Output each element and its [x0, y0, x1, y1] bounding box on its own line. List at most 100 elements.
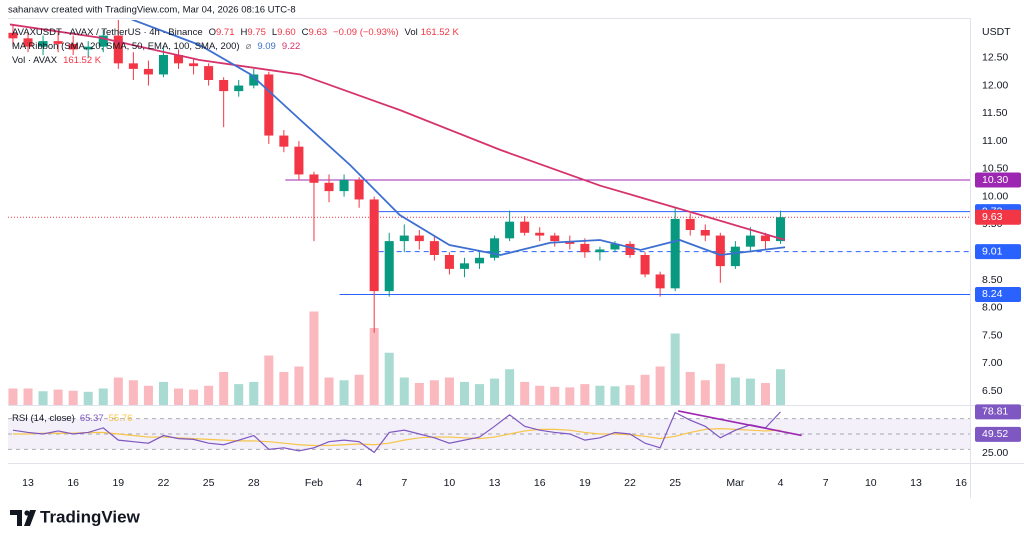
candle-body	[8, 32, 18, 39]
candle-body	[760, 235, 770, 242]
y-tick-label: 7.50	[982, 329, 1003, 341]
volume-bar	[234, 384, 244, 405]
candle-body	[745, 235, 755, 247]
candle-body	[309, 174, 319, 183]
y-tick-label: 6.50	[982, 385, 1003, 397]
y-tick-label: 7.00	[982, 357, 1003, 369]
price-label-box	[975, 172, 1021, 188]
candle-body	[369, 199, 379, 292]
volume-bar	[158, 381, 168, 405]
axis-unit: USDT	[982, 26, 1011, 38]
candle-body	[83, 46, 93, 50]
volume-bar	[249, 381, 259, 405]
rsi-legend: RSI (14, close) 65.37 55.76	[12, 413, 132, 424]
volume-bar	[294, 366, 304, 405]
brand: TradingView	[40, 507, 141, 526]
volume-bar	[369, 328, 379, 405]
candle-body	[550, 235, 560, 242]
x-tick-label: 22	[158, 477, 170, 489]
volume-bar	[324, 377, 334, 405]
y-tick-label: 12.50	[982, 52, 1008, 64]
x-tick-label: 4	[356, 477, 362, 489]
x-tick-label: Feb	[305, 477, 323, 489]
logo-icon	[10, 510, 36, 526]
volume-bar	[776, 369, 786, 405]
candle-body	[249, 74, 259, 86]
legend-item: 9.09	[257, 41, 276, 52]
volume-bar	[414, 383, 424, 405]
x-tick-label: 28	[248, 477, 260, 489]
x-tick-label: 25	[203, 477, 215, 489]
candle-body	[294, 146, 304, 175]
candle-body	[354, 180, 364, 200]
legend-line: MA Ribbon (SMA, 20, SMA, 50, EMA, 100, S…	[12, 41, 300, 52]
y-tick-label: 10.00	[982, 190, 1008, 202]
price-label-box	[975, 209, 1021, 225]
y-tick-label: 11.50	[982, 107, 1008, 119]
candle-body	[610, 243, 620, 250]
volume-bar	[520, 381, 530, 405]
candle-body	[189, 63, 199, 67]
x-tick-label: 16	[534, 477, 546, 489]
volume-bar	[490, 378, 500, 405]
candle-body	[384, 241, 394, 292]
candle-body	[595, 249, 605, 253]
volume-bar	[444, 377, 454, 405]
price-label: 10.30	[982, 174, 1008, 186]
x-tick-label: 13	[489, 477, 501, 489]
candle-body	[444, 255, 454, 269]
y-tick-label: 25.00	[982, 447, 1008, 459]
x-tick-label: 25	[669, 477, 681, 489]
candle-body	[580, 243, 590, 253]
candle-body	[399, 235, 409, 242]
legend-item: C	[302, 27, 309, 38]
candle-body	[68, 43, 78, 50]
volume-bar	[264, 355, 274, 405]
x-tick-label: 16	[955, 477, 967, 489]
volume-bar	[655, 366, 665, 405]
candle-body	[204, 66, 214, 80]
volume-bar	[760, 383, 770, 405]
x-tick-label: 7	[823, 477, 829, 489]
candle-body	[339, 180, 349, 192]
x-tick-label: 22	[624, 477, 636, 489]
legend-line: Vol · AVAX 161.52 K	[12, 55, 102, 66]
volume-bar	[625, 385, 635, 405]
rsi-label: 78.81	[982, 406, 1008, 418]
candle-body	[53, 41, 63, 44]
y-tick-label: 8.50	[982, 274, 1003, 286]
legend-item: 9.60	[277, 27, 296, 38]
x-tick-label: 10	[444, 477, 456, 489]
volume-bar	[580, 384, 590, 405]
volume-bar	[700, 380, 710, 405]
volume-bar	[53, 389, 63, 405]
price-label-box	[975, 286, 1021, 302]
price-label: 9.63	[982, 211, 1003, 223]
candle-body	[113, 35, 123, 64]
rsi-line	[12, 428, 781, 447]
x-tick-label: 19	[579, 477, 591, 489]
volume-bar	[640, 374, 650, 405]
price-pane	[8, 20, 970, 405]
candle-body	[625, 243, 635, 255]
legend-item: Vol	[405, 27, 418, 38]
volume-bar	[429, 380, 439, 405]
rsi-legend-value: 55.76	[109, 413, 133, 424]
y-tick-label: 11.00	[982, 135, 1008, 147]
legend-item: ⌀	[246, 41, 252, 52]
legend-item: 9.75	[247, 27, 266, 38]
legend-line: AVAXUSDT · AVAX / TetherUS · 4h · Binanc…	[12, 27, 459, 38]
legend-item: 161.52 K	[421, 27, 460, 38]
candle-body	[23, 38, 33, 47]
legend-item: 9.22	[282, 41, 301, 52]
price-label: 8.24	[982, 288, 1003, 300]
x-tick-label: 10	[865, 477, 877, 489]
legend-item: L	[272, 27, 277, 38]
rsi-line	[12, 411, 781, 454]
volume-bar	[189, 389, 199, 405]
candle-body	[38, 41, 48, 47]
legend-item: 161.52 K	[63, 55, 102, 66]
volume-bar	[745, 378, 755, 405]
